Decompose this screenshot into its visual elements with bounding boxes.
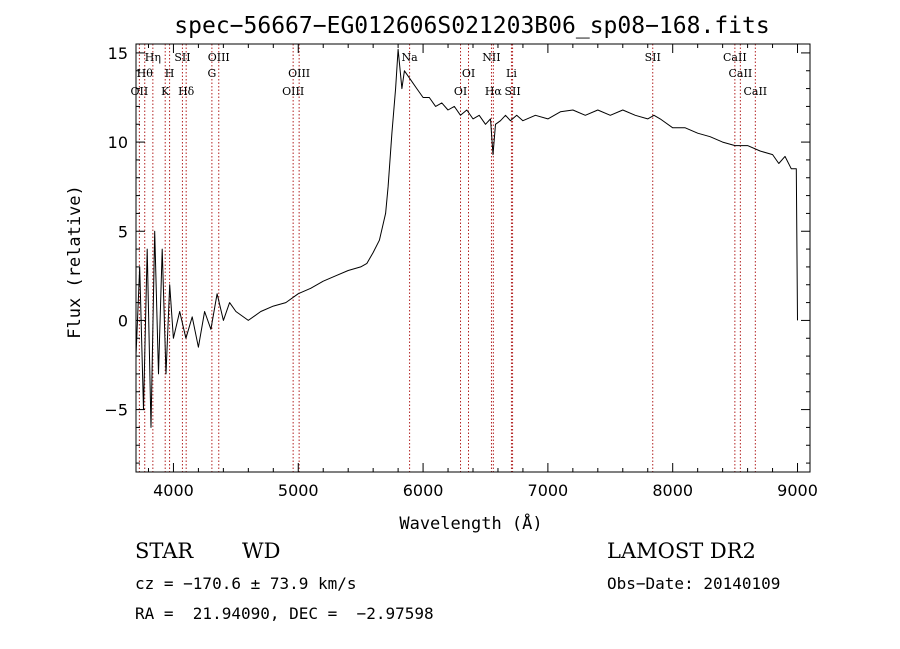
y-tick-label-3: 10: [108, 133, 128, 152]
survey-name: LAMOST DR2: [607, 539, 756, 563]
obs-date: Obs−Date: 20140109: [607, 574, 781, 593]
x-tick-label-5000: 5000: [278, 481, 319, 500]
line-marker-label-13: OI: [462, 67, 475, 80]
line-marker-label-9: OIII: [282, 85, 304, 98]
line-marker-label-21: CaII: [743, 85, 767, 98]
plot-frame: [135, 43, 811, 473]
line-marker-label-16: Li: [506, 67, 517, 80]
x-tick-label-8000: 8000: [652, 481, 693, 500]
chart-title: spec−56667−EG012606S021203B06_sp08−168.f…: [174, 13, 769, 39]
line-marker-label-20: CaII: [729, 67, 753, 80]
line-marker-label-7: G: [207, 67, 216, 80]
line-marker-label-8: OIII: [208, 51, 230, 64]
x-tick-label-4000: 4000: [153, 481, 194, 500]
spectrum-series: [135, 48, 798, 428]
y-axis: −5 0 5 10 15: [104, 44, 810, 464]
coordinates-readout: RA = 21.94090, DEC = −2.97598: [135, 604, 434, 623]
line-marker-label-19: CaII: [723, 51, 747, 64]
redshift-readout: cz = −170.6 ± 73.9 km/s: [135, 574, 357, 593]
line-marker-label-0: OII: [131, 85, 149, 98]
x-axis: 4000 5000 6000 7000 8000 9000: [147, 44, 818, 500]
line-marker-label-11: Na: [402, 51, 419, 64]
y-axis-label: Flux (relative): [65, 185, 85, 339]
spectrum-line-0: [135, 48, 798, 428]
x-tick-label-9000: 9000: [777, 481, 818, 500]
line-marker-label-18: SII: [645, 51, 661, 64]
line-marker-label-5: SII: [174, 51, 190, 64]
x-tick-label-7000: 7000: [528, 481, 569, 500]
line-marker-label-10: OIII: [288, 67, 310, 80]
object-subclass: WD: [242, 539, 281, 563]
line-marker-label-1: Hθ: [137, 67, 154, 80]
y-tick-label-0: −5: [104, 401, 128, 420]
y-tick-label-1: 0: [118, 311, 128, 330]
y-tick-label-2: 5: [118, 222, 128, 241]
line-marker-label-17: SII: [504, 85, 520, 98]
y-tick-label-4: 15: [108, 44, 128, 63]
line-marker-label-3: K: [161, 85, 170, 98]
spectral-line-labels: OII Hθ Hη KH SII Hδ G OIII OIII OIII Na OI OI NII HαLi…: [131, 51, 768, 98]
line-marker-label-6: Hδ: [178, 85, 195, 98]
line-marker-label-14: NII: [482, 51, 500, 64]
x-tick-label-6000: 6000: [403, 481, 444, 500]
line-marker-label-4: H: [165, 67, 175, 80]
spectral-line-markers: [138, 44, 756, 472]
line-marker-label-12: OI: [454, 85, 467, 98]
line-marker-label-2: Hη: [145, 51, 161, 64]
line-marker-label-15: Hα: [485, 85, 503, 98]
object-class: STAR: [135, 539, 194, 563]
x-axis-label: Wavelength (Å): [399, 512, 542, 534]
